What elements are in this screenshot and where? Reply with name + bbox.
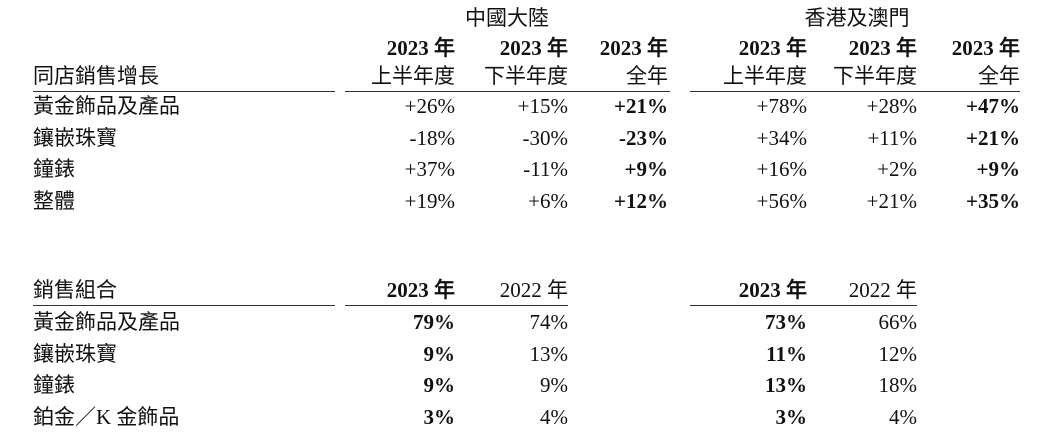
cell: +21% (966, 125, 1020, 150)
cell: +21% (614, 94, 668, 118)
cell: -30% (522, 125, 569, 150)
row-label: 黃金飾品及產品 (33, 310, 180, 334)
column-header: 上半年度 (723, 64, 807, 88)
cell: +28% (866, 94, 917, 118)
cell: +15% (517, 94, 568, 118)
cell: -23% (619, 125, 668, 150)
column-header: 2022 年 (499, 278, 568, 302)
column-header: 2023 年 (499, 36, 568, 60)
column-header: 下半年度 (833, 64, 917, 88)
cell: -11% (523, 157, 568, 181)
rule (690, 91, 1020, 92)
cell: +56% (756, 188, 807, 213)
column-header: 2023 年 (599, 36, 668, 60)
rule (33, 91, 335, 92)
rule (345, 91, 670, 92)
cell: 12% (878, 341, 918, 366)
cell: +9% (624, 157, 668, 181)
cell: +26% (404, 94, 455, 118)
row-label: 整體 (33, 188, 75, 213)
cell: 4% (889, 404, 917, 429)
column-header: 全年 (978, 64, 1020, 88)
column-header: 2023 年 (386, 36, 455, 60)
cell: +16% (756, 157, 807, 181)
cell: 18% (878, 373, 918, 397)
row-label: 鉑金／K 金飾品 (33, 404, 180, 429)
cell: +12% (614, 188, 668, 213)
cell: 9% (540, 373, 568, 397)
column-header: 2022 年 (848, 278, 917, 302)
cell: 13% (765, 373, 807, 397)
cell: +2% (877, 157, 917, 181)
column-header: 2023 年 (951, 36, 1020, 60)
cell: +6% (528, 188, 568, 213)
cell: 9% (423, 341, 456, 366)
cell: +19% (404, 188, 455, 213)
row-label: 黃金飾品及產品 (33, 94, 180, 118)
column-header: 2023 年 (848, 36, 917, 60)
cell: 3% (423, 404, 456, 429)
cell: +11% (867, 125, 917, 150)
cell: -18% (409, 125, 456, 150)
cell: 73% (765, 310, 807, 334)
column-header: 2023 年 (738, 36, 807, 60)
cell: 13% (529, 341, 569, 366)
region-header: 中國大陸 (465, 6, 549, 30)
row-label: 鑲嵌珠寶 (33, 125, 117, 150)
cell: 11% (766, 341, 807, 366)
rule (345, 305, 568, 306)
cell: +21% (866, 188, 917, 213)
cell: +37% (404, 157, 455, 181)
column-header: 全年 (626, 64, 668, 88)
cell: +35% (966, 188, 1020, 213)
cell: 4% (540, 404, 568, 429)
cell: 66% (878, 310, 918, 334)
cell: 74% (529, 310, 569, 334)
rule (690, 305, 917, 306)
cell: +34% (756, 125, 807, 150)
cell: +9% (976, 157, 1020, 181)
row-label: 鐘錶 (33, 373, 75, 397)
row-label: 鐘錶 (33, 157, 75, 181)
region-header: 香港及澳門 (804, 6, 910, 30)
row-label: 鑲嵌珠寶 (33, 341, 117, 366)
column-header: 2023 年 (386, 278, 455, 302)
cell: 79% (413, 310, 455, 334)
table-title: 同店銷售增長 (33, 64, 159, 88)
cell: +47% (966, 94, 1020, 118)
cell: +78% (756, 94, 807, 118)
cell: 9% (423, 373, 456, 397)
rule (33, 305, 335, 306)
cell: 3% (775, 404, 808, 429)
column-header: 上半年度 (371, 64, 455, 88)
column-header: 2023 年 (738, 278, 807, 302)
column-header: 下半年度 (484, 64, 568, 88)
table-title: 銷售組合 (33, 278, 117, 302)
